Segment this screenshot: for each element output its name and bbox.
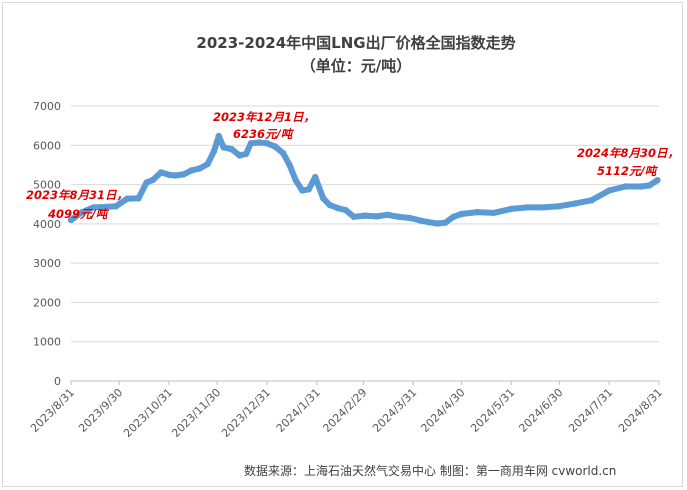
data-point [326, 201, 333, 209]
data-point [434, 220, 441, 227]
x-tick-label: 2024/3/31 [370, 386, 419, 435]
data-point [320, 195, 327, 202]
data-point [90, 204, 97, 211]
x-tick-label: 2024/1/31 [274, 386, 323, 435]
data-point [299, 187, 306, 194]
data-point [286, 161, 293, 169]
x-tick-label: 2023/10/31 [121, 386, 175, 440]
x-tick-label: 2024/4/30 [418, 386, 467, 435]
data-point [220, 144, 227, 151]
data-point [572, 200, 579, 207]
annotation-end-value: 5112元/吨 [597, 164, 659, 178]
annotation-peak-value: 6236元/吨 [233, 127, 295, 141]
data-point [263, 140, 271, 147]
data-point [406, 214, 414, 222]
annotations: 2023年8月31日， 4099元/吨 2023年12月1日， 6236元/吨 … [26, 110, 679, 221]
x-tick-label: 2023/9/30 [76, 386, 125, 435]
data-point [508, 205, 515, 213]
annotation-peak-date: 2023年12月1日， [213, 110, 315, 124]
data-point [450, 213, 457, 220]
data-point [124, 195, 131, 202]
data-point [67, 216, 75, 224]
data-point [474, 208, 481, 216]
annotation-start-date: 2023年8月31日， [26, 188, 128, 202]
x-tick-label: 2023/12/31 [219, 386, 273, 440]
data-point [458, 210, 465, 218]
data-point [556, 203, 563, 210]
data-point [646, 182, 653, 189]
x-axis: 2023/8/31 2023/9/302023/10/312023/11/3020… [28, 381, 665, 440]
data-point [196, 165, 203, 172]
data-point [384, 211, 391, 218]
y-axis: 0 1000 2000 3000 4000 5000 6000 7000 [33, 100, 61, 388]
data-point [204, 160, 211, 168]
data-point [312, 173, 319, 181]
chart-title: 2023-2024年中国LNG出厂价格全国指数走势 [196, 34, 515, 52]
data-point [342, 206, 349, 214]
data-point [210, 148, 218, 155]
y-tick-label: 1000 [33, 336, 61, 349]
data-point [215, 132, 222, 140]
data-point [334, 204, 341, 212]
data-point [228, 146, 235, 153]
y-tick-label: 6000 [33, 139, 61, 152]
data-point [255, 139, 263, 146]
data-point [442, 219, 449, 226]
chart-subtitle: （单位：元/吨） [301, 57, 411, 75]
data-point [112, 203, 120, 210]
data-point [79, 208, 86, 216]
x-tick-label: 2024/7/31 [566, 386, 615, 435]
series-layer [67, 132, 661, 227]
data-point [247, 140, 255, 147]
y-tick-label: 5000 [33, 179, 61, 192]
data-point [279, 149, 287, 157]
data-point [305, 186, 312, 193]
data-point [606, 187, 613, 194]
data-point [490, 209, 497, 217]
data-point [242, 150, 250, 158]
data-point [540, 204, 547, 211]
data-point [143, 179, 150, 186]
data-point [588, 197, 595, 204]
data-point [271, 143, 279, 150]
data-point [524, 204, 531, 211]
y-tick-label: 4000 [33, 218, 61, 231]
data-point [418, 217, 425, 224]
annotation-start-value: 4099元/吨 [47, 207, 110, 221]
data-point [350, 213, 357, 220]
data-point [135, 195, 142, 202]
data-point [622, 183, 629, 190]
data-point [180, 171, 187, 178]
data-point [361, 212, 369, 219]
source-note: 数据来源：上海石油天然气交易中心 制图：第一商用车网 cvworld.cn [244, 463, 616, 478]
y-tick-label: 7000 [33, 100, 61, 113]
gridlines [71, 105, 659, 382]
data-point [157, 169, 165, 176]
x-tick-label: 2024/6/30 [516, 386, 565, 435]
y-tick-label: 2000 [33, 296, 61, 309]
series-line [68, 133, 661, 227]
data-point [654, 177, 661, 184]
data-point [395, 213, 402, 220]
x-tick-label: 2024/8/31 [616, 386, 665, 435]
data-point [292, 177, 300, 184]
data-point [172, 172, 179, 179]
data-point [373, 213, 380, 220]
x-tick-label: 2023/11/30 [169, 386, 223, 440]
data-point [101, 203, 108, 211]
data-point [426, 219, 433, 226]
x-tick-label: 2024/2/29 [320, 386, 369, 435]
y-tick-label: 3000 [33, 257, 61, 270]
data-point [165, 171, 173, 178]
x-tick-label: 2024/5/31 [468, 386, 517, 435]
data-point [188, 167, 195, 174]
y-tick-label: 0 [54, 375, 61, 388]
data-point [236, 152, 243, 159]
annotation-end-date: 2024年8月30日， [577, 146, 679, 160]
x-tick-label: 2023/8/31 [28, 386, 77, 435]
data-point [638, 183, 645, 190]
data-point [149, 176, 157, 184]
